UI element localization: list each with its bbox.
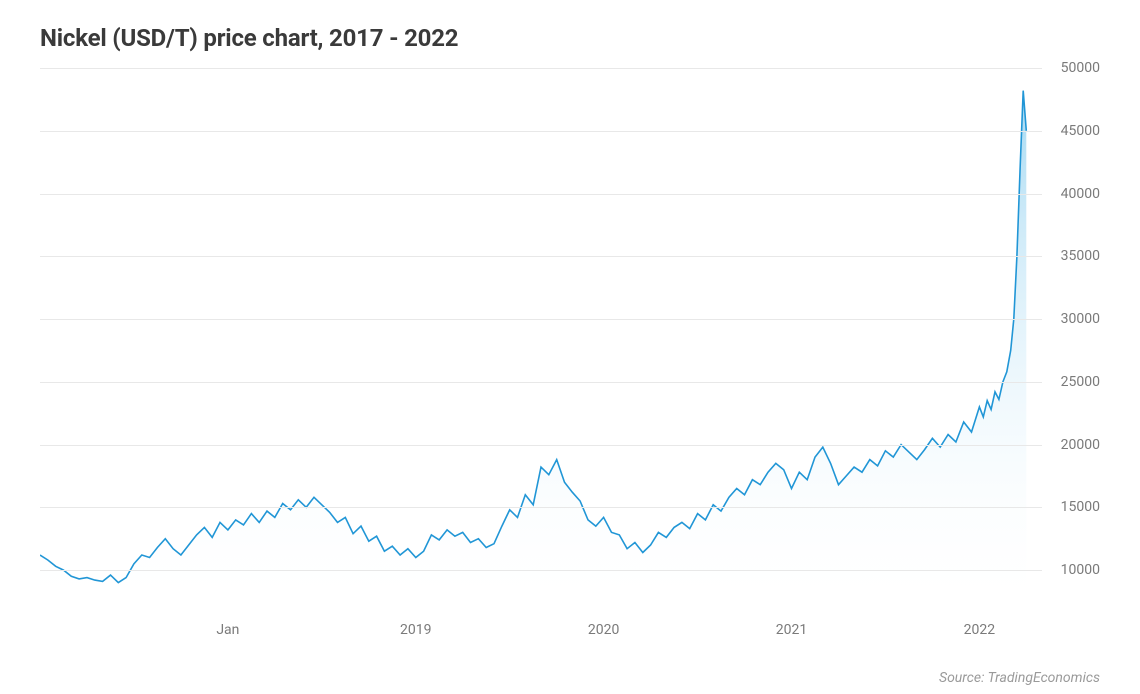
x-axis-labels: Jan 2019 2020 2021 2022 (40, 618, 1042, 638)
x-tick-label: 2019 (400, 622, 431, 638)
chart-title: Nickel (USD/T) price chart, 2017 - 2022 (40, 24, 1100, 52)
y-tick-label: 10000 (1061, 562, 1100, 578)
grid-line (40, 445, 1042, 446)
y-tick-label: 30000 (1061, 311, 1100, 327)
grid-line (40, 507, 1042, 508)
y-tick-label: 45000 (1061, 123, 1100, 139)
x-tick-label: Jan (216, 622, 239, 638)
grid-line (40, 256, 1042, 257)
area-series (40, 68, 1042, 614)
x-tick-label: 2021 (776, 622, 807, 638)
y-tick-label: 15000 (1061, 499, 1100, 515)
grid-line (40, 570, 1042, 571)
grid-line (40, 131, 1042, 132)
y-tick-label: 20000 (1061, 437, 1100, 453)
plot-area (40, 68, 1042, 614)
grid-line (40, 382, 1042, 383)
source-attribution: Source: TradingEconomics (939, 670, 1100, 686)
y-axis-labels: 10000 15000 20000 25000 30000 35000 40000 45000… (1046, 68, 1100, 614)
x-tick-label: 2020 (588, 622, 619, 638)
grid-line (40, 319, 1042, 320)
y-tick-label: 40000 (1061, 186, 1100, 202)
y-tick-label: 25000 (1061, 374, 1100, 390)
grid-line (40, 68, 1042, 69)
x-tick-label: 2022 (964, 622, 995, 638)
y-tick-label: 35000 (1061, 248, 1100, 264)
chart-box: 10000 15000 20000 25000 30000 35000 40000 45000… (40, 68, 1100, 638)
area-fill (40, 91, 1026, 614)
grid-line (40, 194, 1042, 195)
y-tick-label: 50000 (1061, 60, 1100, 76)
chart-container: Nickel (USD/T) price chart, 2017 - 2022 … (0, 0, 1140, 694)
